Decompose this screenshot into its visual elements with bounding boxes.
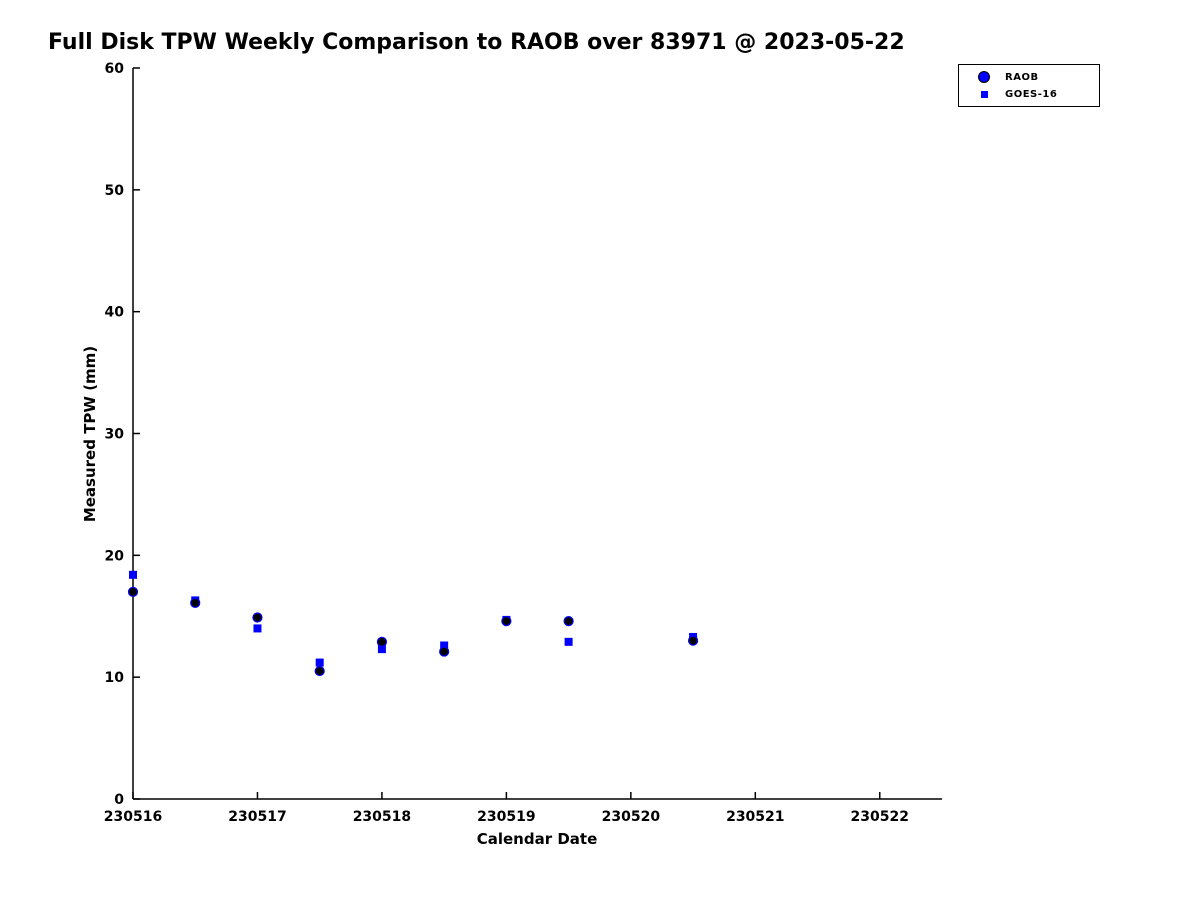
- legend-icon-cell: [963, 71, 1005, 83]
- legend-item-raob: RAOB: [963, 71, 1095, 83]
- x-tick-label: 230518: [353, 809, 411, 825]
- goes16-square-marker-icon: [980, 91, 988, 98]
- x-tick-label: 230519: [477, 809, 535, 825]
- raob-data-point: [563, 616, 574, 627]
- goes16-data-point: [315, 658, 324, 667]
- x-tick-label: 230522: [851, 809, 909, 825]
- raob-data-point: [687, 635, 699, 646]
- y-axis-label: Measured TPW (mm): [81, 345, 99, 523]
- goes16-data-point: [129, 570, 137, 579]
- y-tick-label: 20: [105, 548, 125, 564]
- chart-title: Full Disk TPW Weekly Comparison to RAOB …: [48, 30, 905, 55]
- goes16-data-point: [564, 637, 573, 646]
- legend-label-raob: RAOB: [1005, 71, 1039, 83]
- goes16-data-point: [253, 624, 262, 633]
- y-tick-label: 40: [105, 305, 125, 321]
- y-tick-label: 30: [105, 427, 125, 443]
- raob-data-point: [501, 616, 512, 627]
- legend-item-goes16: GOES-16: [963, 89, 1095, 100]
- legend-icon-cell: [963, 91, 1005, 98]
- x-tick-label: 230521: [726, 809, 784, 825]
- x-tick-label: 230516: [104, 809, 162, 825]
- raob-data-point: [252, 612, 263, 623]
- x-tick-label: 230517: [228, 809, 286, 825]
- x-axis-label: Calendar Date: [476, 830, 598, 848]
- raob-data-point: [439, 646, 450, 657]
- y-tick-label: 10: [105, 670, 125, 686]
- raob-data-point: [127, 586, 139, 597]
- y-tick-label: 50: [105, 183, 125, 199]
- goes16-data-point: [440, 641, 449, 650]
- legend: RAOB GOES-16: [958, 64, 1100, 107]
- y-tick-label: 60: [105, 61, 125, 77]
- y-tick-label: 0: [114, 792, 124, 808]
- raob-data-point: [314, 665, 325, 677]
- legend-label-goes16: GOES-16: [1005, 89, 1058, 100]
- raob-data-point: [190, 597, 201, 608]
- raob-circle-marker-icon: [978, 71, 990, 83]
- x-tick-label: 230520: [602, 809, 661, 825]
- raob-data-point: [376, 636, 388, 647]
- goes16-data-point: [377, 645, 386, 654]
